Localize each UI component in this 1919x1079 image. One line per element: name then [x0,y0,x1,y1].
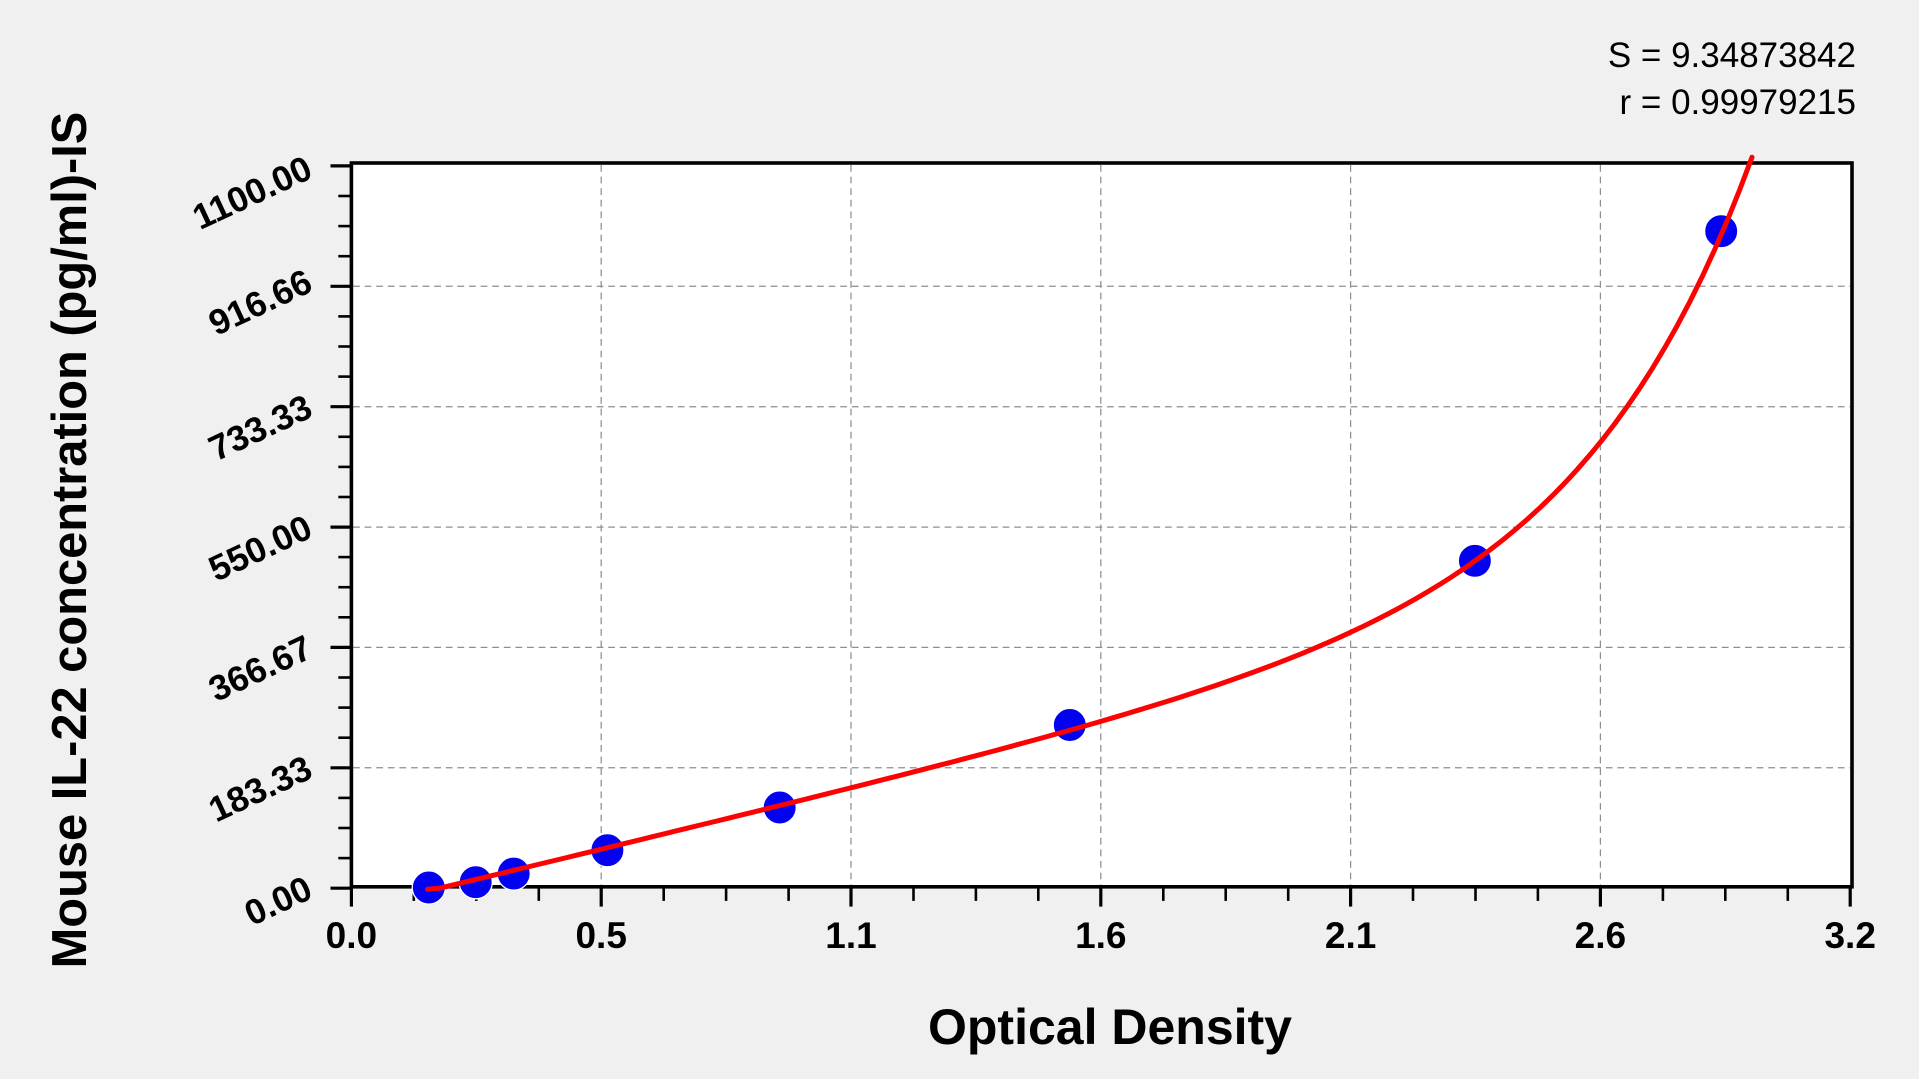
svg-text:2.1: 2.1 [1325,915,1376,956]
svg-text:r = 0.99979215: r = 0.99979215 [1620,83,1856,122]
svg-text:3.2: 3.2 [1824,915,1875,956]
svg-text:0.0: 0.0 [326,915,377,956]
svg-text:S = 9.34873842: S = 9.34873842 [1608,36,1856,75]
svg-text:Optical Density: Optical Density [928,999,1292,1055]
svg-text:2.6: 2.6 [1575,915,1626,956]
svg-text:1.6: 1.6 [1075,915,1126,956]
svg-text:1.1: 1.1 [825,915,876,956]
svg-text:Mouse IL-22 concentration (pg/: Mouse IL-22 concentration (pg/ml)-IS [43,112,97,969]
svg-text:0.5: 0.5 [575,915,626,956]
